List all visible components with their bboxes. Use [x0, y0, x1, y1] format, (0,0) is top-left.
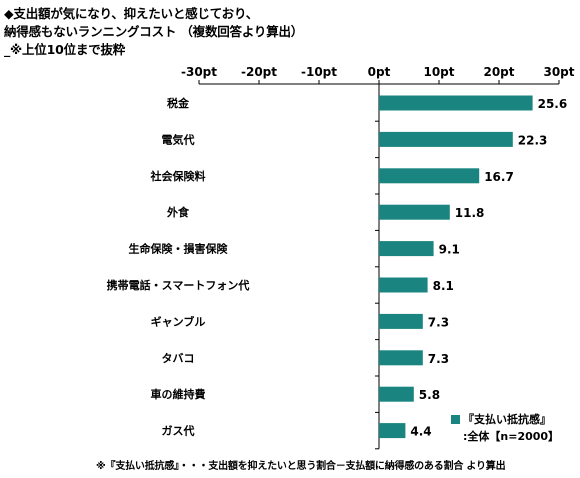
legend-row-1: 『支払い抵抗感』: [451, 411, 559, 428]
x-tick-label: 30pt: [543, 65, 574, 79]
value-label: 5.8: [419, 388, 440, 402]
bar: [379, 350, 423, 366]
category-label: ギャンブル: [151, 314, 206, 328]
x-tick-label: 20pt: [483, 65, 514, 79]
legend-label-line-2: :全体【n=2000】: [463, 430, 560, 443]
bar: [379, 423, 406, 439]
chart-title-line-1: ◆支出額が気になり、抑えたいと感じており、: [4, 6, 259, 21]
category-label: タバコ: [162, 352, 195, 365]
category-label: 携帯電話・スマートフォン代: [107, 278, 250, 292]
value-label: 7.3: [428, 315, 449, 329]
value-label: 9.1: [439, 243, 460, 257]
x-tick-label: 0pt: [368, 65, 391, 79]
footnote: ※『支払い抵抗感』・・・支出額を抑えたいと思う割合－支払額に納得感のある割合 よ…: [96, 461, 506, 472]
x-tick-label: -20pt: [241, 65, 277, 79]
bar: [379, 168, 480, 184]
chart-title-line-2: 納得感もないランニングコスト （複数回答より算出）: [4, 24, 304, 39]
category-label: 税金: [167, 96, 190, 110]
category-label: 外食: [166, 205, 190, 219]
category-label: 社会保険料: [150, 169, 206, 183]
bar: [379, 313, 423, 329]
value-label: 7.3: [428, 352, 449, 366]
bar: [379, 204, 450, 220]
category-label: 電気代: [162, 132, 195, 146]
legend-swatch: [451, 415, 460, 424]
x-tick-label: 10pt: [423, 65, 454, 79]
chart-note-top-10: _※上位10位まで抜粋: [4, 42, 126, 57]
bar: [379, 386, 414, 402]
value-label: 4.4: [410, 425, 431, 439]
value-label: 8.1: [433, 279, 454, 293]
x-tick-label: -30pt: [181, 65, 217, 79]
bar: [379, 131, 513, 147]
x-tick-label: -10pt: [301, 65, 337, 79]
legend: 『支払い抵抗感』 :全体【n=2000】: [447, 409, 564, 447]
category-label: ガス代: [162, 424, 195, 438]
bar: [379, 277, 428, 293]
legend-row-2: :全体【n=2000】: [451, 428, 559, 445]
category-label: 車の維持費: [151, 387, 206, 401]
value-label: 11.8: [455, 206, 485, 220]
value-label: 22.3: [518, 133, 548, 147]
bar: [379, 95, 533, 111]
value-label: 25.6: [538, 97, 568, 111]
legend-label-line-1: 『支払い抵抗感』: [463, 413, 551, 426]
bar: [379, 241, 434, 257]
category-label: 生命保険・損害保険: [129, 242, 229, 256]
value-label: 16.7: [484, 170, 514, 184]
